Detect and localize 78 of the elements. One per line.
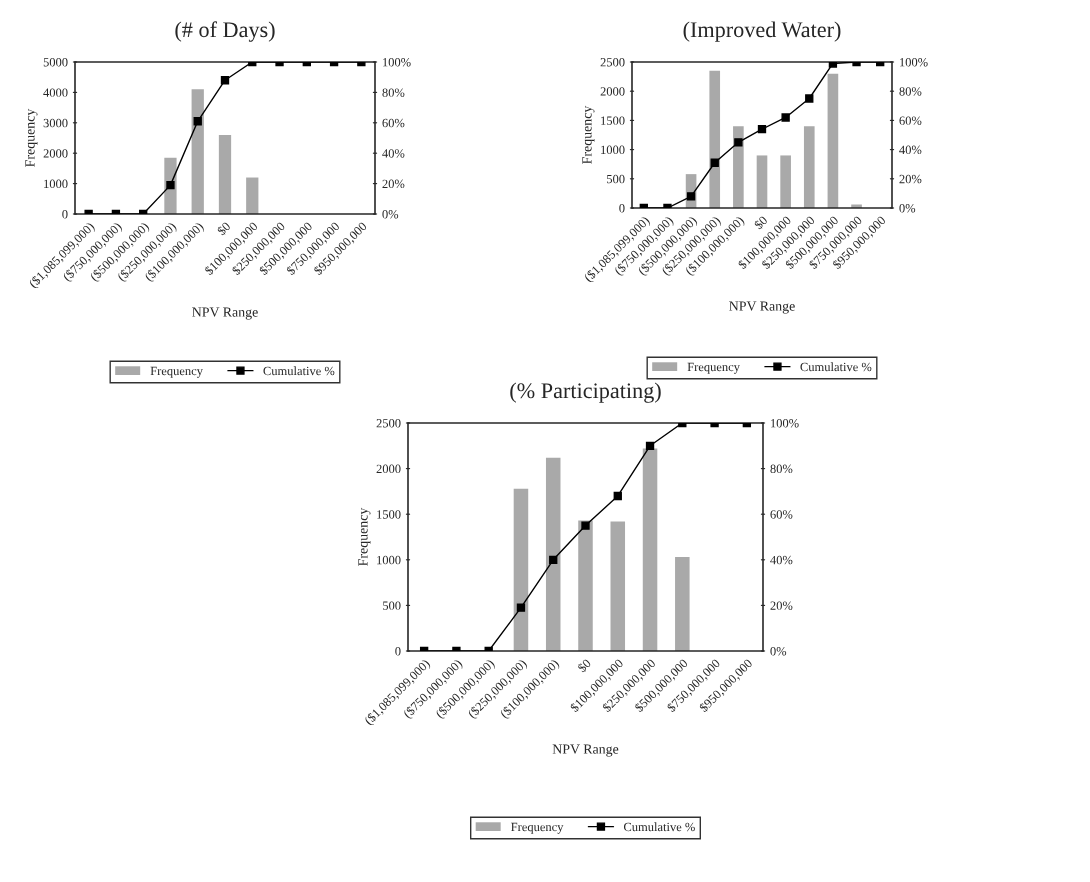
y2-tick-label: 100% (383, 58, 411, 67)
y2-tick-label: 80% (770, 464, 793, 474)
y-tick-label: 1500 (377, 510, 401, 519)
y-tick-label: 0 (62, 210, 68, 219)
y2-tick-label: 100% (771, 419, 799, 428)
y2-tick-label: 60% (382, 118, 405, 128)
bar (218, 134, 232, 214)
y-tick-label: 1000 (601, 145, 625, 155)
bar (191, 89, 204, 214)
y2-tick-label: 40% (770, 555, 793, 565)
y-tick-label: 4000 (43, 88, 68, 97)
y2-tick-label: 60% (770, 510, 793, 519)
point (613, 491, 622, 501)
y-tick-label: 0 (619, 204, 625, 213)
bar (733, 126, 744, 208)
bar (545, 457, 561, 651)
bar (803, 126, 815, 208)
bar (709, 70, 721, 208)
point (757, 124, 767, 134)
bar (827, 73, 839, 208)
x-axis-title: NPV Range (192, 307, 258, 320)
y-tick-label: 1500 (601, 116, 625, 125)
bar (756, 155, 768, 208)
point (549, 555, 558, 564)
y2-tick-label: 0% (770, 647, 787, 656)
chart-title: (% Participating) (510, 382, 661, 403)
y-tick-label: 500 (383, 601, 401, 610)
bar (610, 521, 626, 651)
y2-tick-label: 20% (770, 601, 793, 610)
y-tick-label: 2000 (600, 87, 625, 96)
point (516, 603, 526, 612)
x-axis-title: NPV Range (552, 744, 619, 757)
legend-label: Cumulative % (623, 822, 695, 832)
bar (780, 155, 791, 208)
point (710, 158, 719, 167)
point (734, 138, 743, 147)
bar (513, 488, 529, 651)
legend-label: Frequency (687, 362, 740, 374)
bar (246, 177, 259, 214)
y-axis-title: Frequency (358, 507, 371, 566)
point (805, 94, 814, 103)
y2-tick-label: 80% (899, 87, 922, 96)
y-tick-label: 3000 (43, 118, 68, 128)
point (166, 180, 175, 190)
y-tick-label: 2000 (376, 464, 401, 474)
y2-tick-label: 100% (900, 58, 928, 67)
y2-tick-label: 60% (899, 116, 922, 125)
y-tick-label: 2500 (376, 419, 401, 428)
y-tick-label: 5000 (43, 58, 68, 67)
legend-label: Cumulative % (800, 362, 872, 372)
y-tick-label: 1000 (44, 179, 68, 189)
y2-tick-label: 40% (382, 149, 405, 158)
legend-label: Frequency (150, 366, 203, 378)
y2-tick-label: 40% (899, 145, 922, 155)
bar (578, 520, 593, 651)
x-axis-title: NPV Range (729, 301, 795, 314)
chart-title: (Improved Water) (683, 21, 841, 42)
bar (642, 448, 658, 651)
y-axis-title: Frequency (25, 108, 38, 167)
point (781, 113, 790, 122)
y-tick-label: 2000 (43, 149, 68, 158)
y2-tick-label: 20% (899, 174, 922, 184)
y2-tick-label: 0% (382, 210, 399, 219)
legend-label: Cumulative % (263, 366, 335, 376)
point (220, 76, 230, 85)
legend-label: Frequency (511, 822, 564, 834)
y-tick-label: 0 (395, 647, 401, 656)
chart-title: (# of Days) (175, 21, 275, 42)
point (193, 117, 202, 126)
y2-tick-label: 80% (382, 88, 405, 97)
y2-tick-label: 0% (899, 204, 916, 213)
y-tick-label: 500 (607, 174, 625, 184)
point (581, 521, 590, 530)
y-tick-label: 2500 (600, 58, 625, 67)
y-axis-title: Frequency (582, 105, 595, 164)
y-tick-label: 1000 (377, 555, 401, 565)
y2-tick-label: 20% (382, 179, 405, 189)
bar (675, 557, 690, 651)
